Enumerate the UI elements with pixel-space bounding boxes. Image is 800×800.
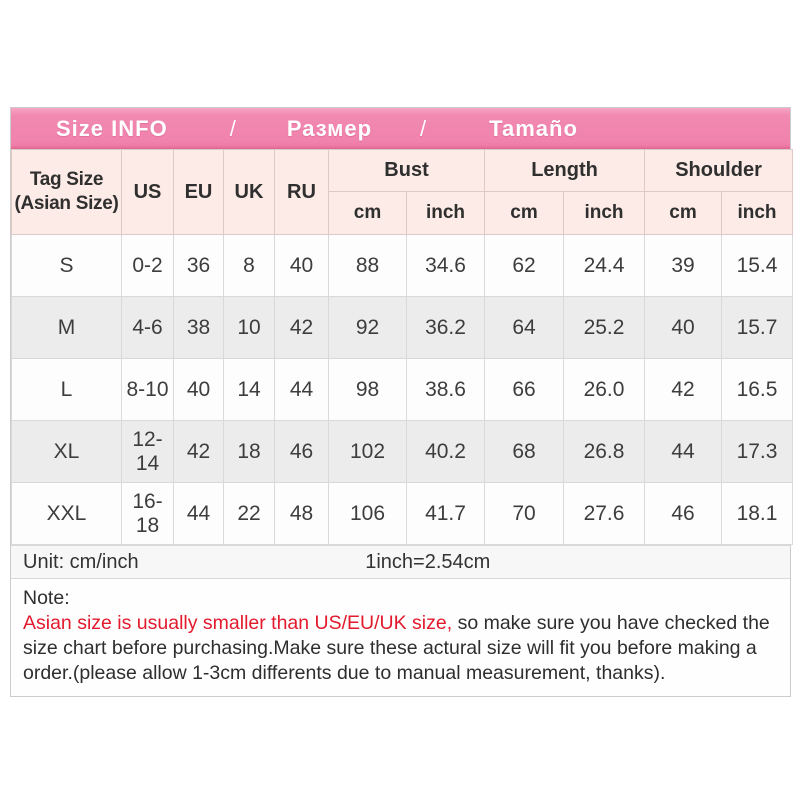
cell-us: 12-14 <box>121 420 174 483</box>
cell-size: L <box>11 358 122 421</box>
cell-eu: 36 <box>173 234 224 297</box>
cell-length-inch: 26.8 <box>563 420 646 483</box>
col-header-shoulder-cm: cm <box>644 191 723 235</box>
cell-us: 16-18 <box>121 482 174 545</box>
table-row-m: M 4-6 38 10 42 92 36.2 64 25.2 40 15.7 <box>11 296 794 359</box>
cell-length-cm: 66 <box>484 358 565 421</box>
note-area: Note: Asian size is usually smaller than… <box>11 578 790 696</box>
table-row-l: L 8-10 40 14 44 98 38.6 66 26.0 42 16.5 <box>11 358 794 421</box>
tag-size-line1: Tag Size <box>29 169 104 191</box>
cell-length-inch: 25.2 <box>563 296 646 359</box>
size-chart-title-band: Size INFO / Размер / Tamaño <box>11 108 790 149</box>
table-row-s: S 0-2 36 8 40 88 34.6 62 24.4 39 15.4 <box>11 234 794 297</box>
cell-eu: 38 <box>173 296 224 359</box>
cell-length-cm: 68 <box>484 420 565 483</box>
col-group-shoulder: Shoulder <box>644 149 794 192</box>
cell-length-cm: 70 <box>484 482 565 545</box>
cell-shoulder-cm: 40 <box>644 296 723 359</box>
cell-bust-inch: 36.2 <box>405 296 486 359</box>
cell-shoulder-cm: 46 <box>644 482 723 545</box>
cell-length-cm: 64 <box>484 296 565 359</box>
table-row-xxl: XXL 16-18 44 22 48 106 41.7 70 27.6 46 1… <box>11 482 794 545</box>
cell-shoulder-inch: 18.1 <box>721 482 794 545</box>
cell-shoulder-cm: 39 <box>644 234 723 297</box>
note-body: so make sure you have checked the size c… <box>23 612 770 684</box>
cell-uk: 14 <box>223 358 275 421</box>
cell-length-cm: 62 <box>484 234 565 297</box>
col-header-bust-inch: inch <box>405 191 486 235</box>
cell-size: XL <box>11 420 122 483</box>
col-header-bust-cm: cm <box>328 191 407 235</box>
cell-size: M <box>11 296 122 359</box>
cell-bust-inch: 41.7 <box>405 482 486 545</box>
title-slash-2: / <box>420 115 428 141</box>
cell-shoulder-cm: 42 <box>644 358 723 421</box>
cell-eu: 40 <box>173 358 224 421</box>
cell-length-inch: 24.4 <box>563 234 646 297</box>
title-es: Tamaño <box>489 115 578 141</box>
cell-ru: 46 <box>274 420 329 483</box>
cell-uk: 18 <box>223 420 275 483</box>
cell-us: 0-2 <box>121 234 174 297</box>
cell-ru: 48 <box>274 482 329 545</box>
note-label: Note: <box>23 587 70 609</box>
col-header-ru: RU <box>274 149 329 235</box>
cell-bust-cm: 102 <box>328 420 407 483</box>
conversion-label: 1inch=2.54cm <box>365 550 491 573</box>
col-header-length-inch: inch <box>563 191 646 235</box>
note-text: Asian size is usually smaller than US/EU… <box>23 611 778 686</box>
col-header-uk: UK <box>223 149 275 235</box>
header-row-groups: Tag Size (Asian Size) US EU UK RU Bust L… <box>11 149 794 235</box>
cell-shoulder-inch: 15.7 <box>721 296 794 359</box>
cell-length-inch: 26.0 <box>563 358 646 421</box>
cell-uk: 8 <box>223 234 275 297</box>
cell-us: 8-10 <box>121 358 174 421</box>
title-en: Size INFO <box>56 115 168 141</box>
title-slash-1: / <box>229 115 237 141</box>
cell-shoulder-inch: 16.5 <box>721 358 794 421</box>
cell-ru: 44 <box>274 358 329 421</box>
title-ru: Размер <box>286 115 373 141</box>
cell-shoulder-cm: 44 <box>644 420 723 483</box>
tag-size-line2: (Asian Size) <box>14 193 119 214</box>
cell-shoulder-inch: 17.3 <box>721 420 794 483</box>
unit-label: Unit: cm/inch <box>23 550 139 573</box>
cell-eu: 44 <box>173 482 224 545</box>
cell-length-inch: 27.6 <box>563 482 646 545</box>
cell-size: S <box>11 234 122 297</box>
size-table: Tag Size (Asian Size) US EU UK RU Bust L… <box>11 149 794 545</box>
col-header-tag-size: Tag Size (Asian Size) <box>11 149 122 235</box>
col-header-length-cm: cm <box>484 191 565 235</box>
cell-shoulder-inch: 15.4 <box>721 234 794 297</box>
header-row-units: cm inch cm inch cm inch <box>12 191 794 235</box>
cell-eu: 42 <box>173 420 224 483</box>
unit-row: Unit: cm/inch 1inch=2.54cm <box>11 545 790 578</box>
cell-bust-cm: 88 <box>328 234 407 297</box>
note-highlight: Asian size is usually smaller than US/EU… <box>23 612 453 634</box>
col-group-bust: Bust <box>327 149 486 192</box>
cell-bust-cm: 98 <box>328 358 407 421</box>
col-group-length: Length <box>484 149 646 192</box>
cell-ru: 42 <box>274 296 329 359</box>
col-header-us: US <box>121 149 174 235</box>
cell-bust-inch: 40.2 <box>405 420 486 483</box>
cell-size: XXL <box>11 482 122 545</box>
col-header-eu: EU <box>173 149 224 235</box>
size-chart: Size INFO / Размер / Tamaño Tag Size (As… <box>10 107 794 697</box>
cell-bust-cm: 92 <box>328 296 407 359</box>
cell-uk: 22 <box>223 482 275 545</box>
cell-us: 4-6 <box>121 296 174 359</box>
table-row-xl: XL 12-14 42 18 46 102 40.2 68 26.8 44 17… <box>11 420 794 483</box>
col-header-shoulder-inch: inch <box>721 191 794 235</box>
cell-bust-cm: 106 <box>328 482 407 545</box>
cell-bust-inch: 34.6 <box>405 234 486 297</box>
cell-uk: 10 <box>223 296 275 359</box>
cell-bust-inch: 38.6 <box>405 358 486 421</box>
cell-ru: 40 <box>274 234 329 297</box>
